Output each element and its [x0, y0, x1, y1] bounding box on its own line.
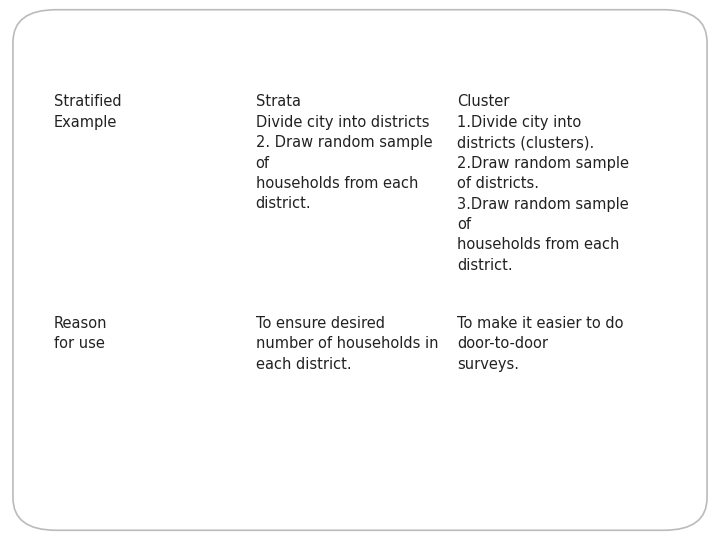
Text: Strata
Divide city into districts
2. Draw random sample
of
households from each
: Strata Divide city into districts 2. Dra…	[256, 94, 432, 212]
Text: To ensure desired
number of households in
each district.: To ensure desired number of households i…	[256, 316, 438, 372]
Text: Cluster
1.Divide city into
districts (clusters).
2.Draw random sample
of distric: Cluster 1.Divide city into districts (cl…	[457, 94, 629, 273]
FancyBboxPatch shape	[13, 10, 707, 530]
Text: To make it easier to do
door-to-door
surveys.: To make it easier to do door-to-door sur…	[457, 316, 624, 372]
Text: Reason
for use: Reason for use	[54, 316, 107, 352]
Text: Stratified
Example: Stratified Example	[54, 94, 122, 130]
